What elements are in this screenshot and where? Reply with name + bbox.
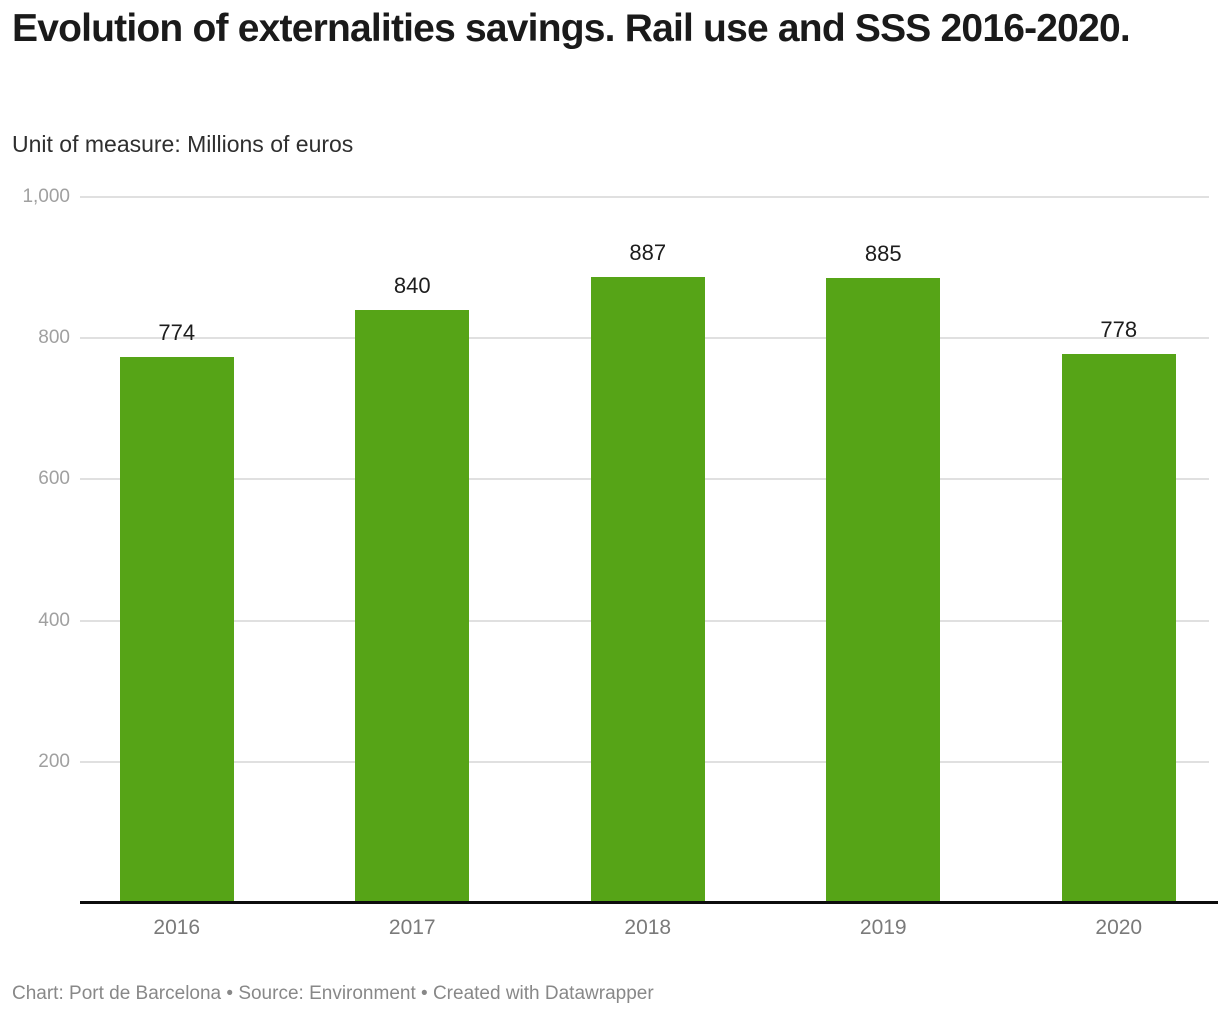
bar-value-label: 774 [158,319,196,345]
y-axis-tick-label: 200 [38,750,70,772]
bar-2019[interactable] [826,278,941,903]
x-axis-baseline [80,901,1218,904]
x-axis-label: 2017 [388,916,436,939]
bar-value-label: 885 [864,241,902,267]
bar-2018[interactable] [590,276,705,903]
y-axis-tick-label: 800 [38,327,70,349]
bar-value-label: 840 [393,272,431,298]
y-axis-tick-label: 400 [38,609,70,631]
chart-footer: Chart: Port de Barcelona • Source: Envir… [12,983,654,1004]
bar-2017[interactable] [355,309,470,903]
bar-2016[interactable] [119,356,234,903]
y-axis-tick-label: 1,000 [22,186,70,207]
x-axis-label: 2016 [153,916,201,939]
x-axis-label: 2018 [624,916,672,939]
chart-title: Evolution of externalities savings. Rail… [12,7,1131,50]
bar-value-label: 778 [1100,316,1138,342]
gridline-1000 [80,196,1209,198]
bar-value-label: 887 [629,239,667,265]
plot-area: 200 400 600 800 1,000 774 2016 840 2017 887 2018 88… [0,186,1220,957]
bar-2020[interactable] [1061,353,1176,903]
x-axis-label: 2020 [1095,916,1143,939]
x-axis-label: 2019 [859,916,907,939]
y-axis-tick-label: 600 [38,468,70,490]
chart-subtitle: Unit of measure: Millions of euros [12,131,354,157]
